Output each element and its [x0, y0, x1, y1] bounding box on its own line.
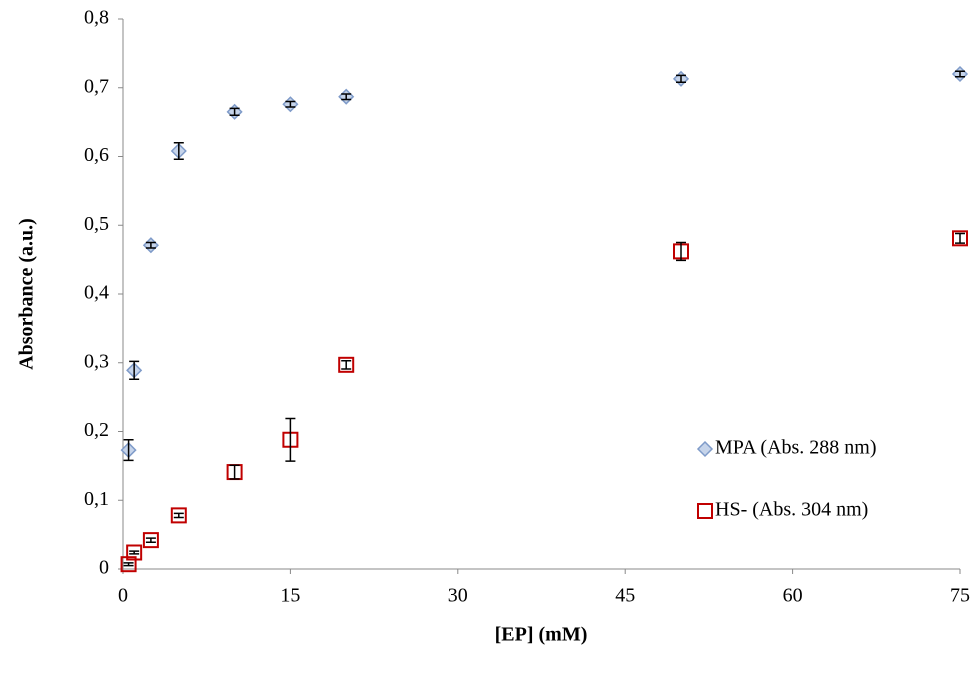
error-bar	[955, 70, 965, 78]
error-bar	[285, 417, 296, 462]
x-tick-label: 30	[448, 585, 468, 607]
error-bar	[123, 439, 134, 462]
legend-label: HS- (Abs. 304 nm)	[715, 499, 868, 521]
error-bar	[145, 537, 156, 543]
marker-square	[120, 556, 137, 573]
y-tick-label: 0,4	[84, 282, 109, 304]
marker-square	[126, 544, 143, 561]
x-tick-label: 45	[615, 585, 635, 607]
x-tick-label: 60	[783, 585, 803, 607]
x-axis-label: [EP] (mM)	[495, 624, 588, 646]
marker-square	[142, 532, 159, 549]
error-bar	[676, 241, 686, 262]
y-tick-label: 0,3	[84, 350, 109, 372]
y-tick-label: 0,1	[84, 488, 109, 510]
legend-label: MPA (Abs. 288 nm)	[715, 437, 877, 459]
y-tick-label: 0,6	[84, 144, 109, 166]
error-bar	[123, 562, 134, 567]
error-bar	[145, 241, 156, 249]
marker-square	[338, 356, 355, 373]
error-bar	[341, 93, 352, 101]
error-bar	[173, 512, 184, 519]
marker-square	[170, 507, 187, 524]
y-tick-label: 0,5	[84, 213, 109, 235]
error-bar	[229, 464, 240, 480]
error-bar	[129, 550, 140, 555]
error-bar	[676, 74, 686, 83]
error-bar	[341, 359, 352, 370]
y-tick-label: 0,8	[84, 7, 109, 29]
x-tick-label: 0	[118, 585, 128, 607]
x-tick-label: 75	[950, 585, 970, 607]
x-tick-label: 15	[280, 585, 300, 607]
error-bar	[229, 107, 240, 116]
y-tick-label: 0	[99, 557, 109, 579]
y-tick-label: 0,2	[84, 419, 109, 441]
error-bar	[955, 232, 965, 244]
y-tick-label: 0,7	[84, 75, 109, 97]
error-bar	[129, 360, 140, 380]
error-bar	[285, 100, 296, 108]
y-axis-label: Absorbance (a.u.)	[16, 218, 38, 370]
marker-square	[952, 230, 968, 247]
marker-diamond	[696, 440, 714, 458]
error-bar	[173, 142, 184, 160]
marker-square	[697, 503, 713, 519]
